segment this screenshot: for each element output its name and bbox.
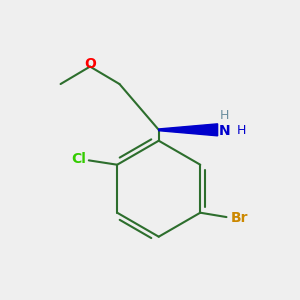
Text: N: N: [218, 124, 230, 138]
Text: H: H: [220, 109, 229, 122]
Text: Br: Br: [231, 211, 248, 225]
Polygon shape: [159, 124, 218, 136]
Text: O: O: [84, 57, 96, 71]
Text: Cl: Cl: [72, 152, 86, 166]
Text: H: H: [237, 124, 246, 137]
